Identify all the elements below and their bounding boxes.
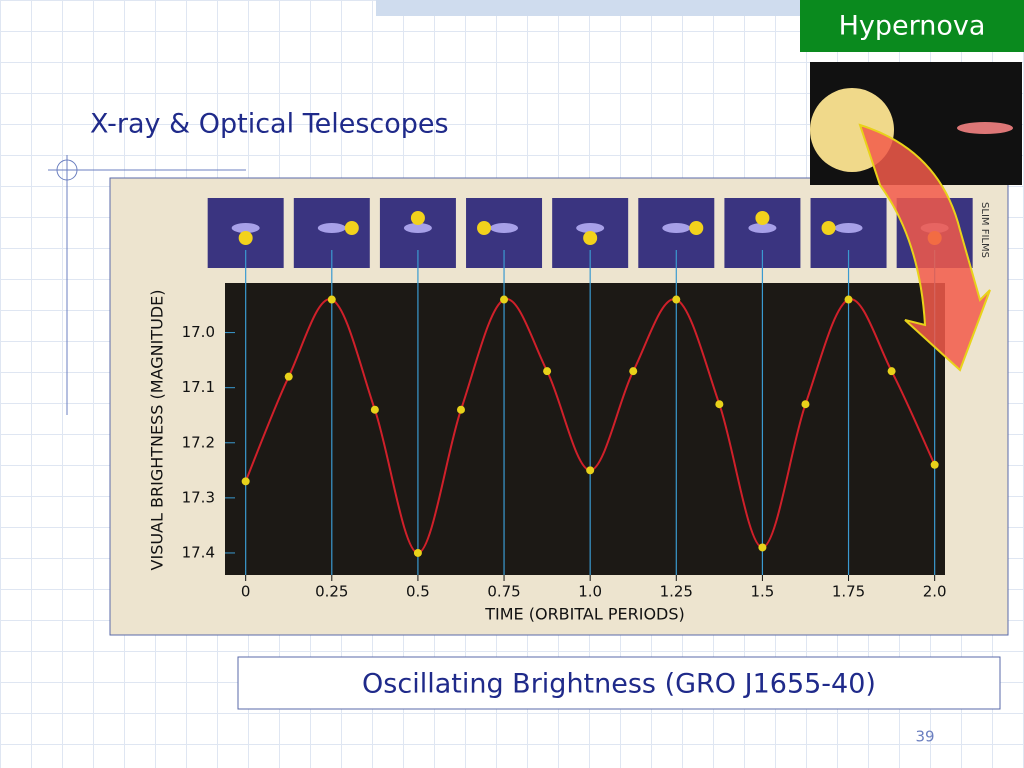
data-point [672,295,681,304]
orbit-disk [317,223,346,233]
x-tick-label: 0.75 [487,583,520,601]
tag: Hypernova [839,11,986,42]
companion-star [583,231,598,245]
rule-ornament [56,159,78,181]
companion-star [755,211,770,225]
orbit-disk [403,223,432,233]
x-tick-label: 1.25 [660,583,693,601]
x-tick-label: 1.5 [750,583,774,601]
companion-star [821,221,836,235]
orbit-disk [231,223,260,233]
data-point [586,466,595,475]
companion-star [410,211,425,225]
y-axis-label: VISUAL BRIGHTNESS (MAGNITUDE) [148,290,167,571]
data-point [327,295,336,304]
y-tick-label: 17.4 [182,543,215,561]
data-point [543,367,552,376]
data-point [715,400,724,409]
data-point [887,367,896,376]
data-point [801,400,810,409]
companion-star [477,221,492,235]
data-point [930,460,939,469]
data-point [413,548,422,557]
data-point [456,405,465,414]
companion-star [344,221,359,235]
plot-area [225,283,945,575]
data-point [500,295,509,304]
x-axis-label: TIME (ORBITAL PERIODS) [484,605,685,624]
y-tick-label: 17.2 [182,433,215,451]
data-point [370,405,379,414]
y-tick-label: 17.1 [182,378,215,396]
caption-box [237,656,1001,710]
companion-star [238,231,253,245]
orbit-disk [662,223,691,233]
orbit-disk [576,223,605,233]
x-tick-label: 0 [241,583,251,601]
data-point [284,372,293,381]
orbit-disk [490,223,519,233]
y-tick-label: 17.3 [182,488,215,506]
data-point [758,543,767,552]
companion-star [689,221,704,235]
top-band [376,0,800,16]
caption: Oscillating Brightness (GRO J1655-40) [362,669,876,700]
x-tick-label: 0.5 [406,583,430,601]
arrow [858,123,991,372]
x-tick-label: 1.0 [578,583,602,601]
orbit-disk [834,223,863,233]
slide-title: X-ray & Optical Telescopes [90,109,449,140]
x-tick-label: 2.0 [923,583,947,601]
plot: 0 0.25 0.5 0.75 1.0 1.25 1.5 1.75 2.0 17.0 17.1 17.… [182,250,947,601]
page-number: 39 [915,728,934,746]
y-tick-label: 17.0 [182,323,215,341]
x-tick-label: 1.75 [832,583,865,601]
data-point [629,367,638,376]
data-point [844,295,853,304]
disk [957,122,1013,134]
x-tick-label: 0.25 [315,583,348,601]
data-point [241,477,250,486]
tag-box [800,0,1024,52]
orbit-disk [748,223,777,233]
credit: SLIM FILMS [979,202,990,258]
